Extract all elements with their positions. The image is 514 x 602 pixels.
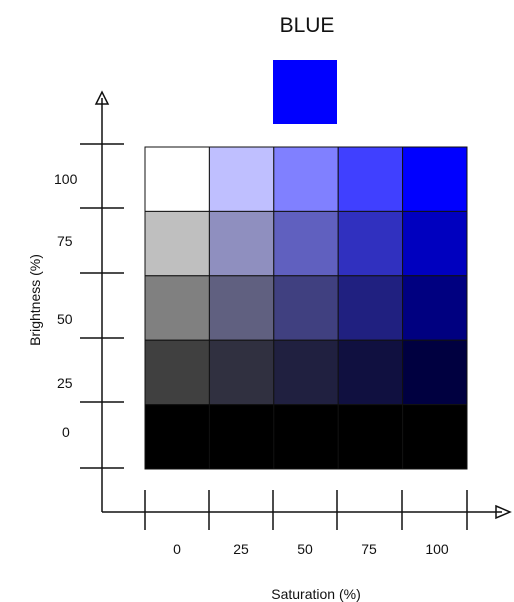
grid-cell <box>273 275 339 341</box>
grid-cell <box>144 210 210 277</box>
grid-cell <box>337 404 404 470</box>
grid-cell <box>402 210 468 277</box>
grid-cell <box>208 275 275 341</box>
grid-cell <box>402 404 468 470</box>
x-tick-label: 75 <box>361 541 377 557</box>
color-grid <box>144 146 468 470</box>
grid-cell <box>144 146 210 212</box>
grid-cell <box>208 339 275 406</box>
grid-cell <box>273 339 339 406</box>
grid-cell <box>273 210 339 277</box>
grid-cell <box>402 339 468 406</box>
grid-cell <box>402 146 468 212</box>
y-tick-label: 0 <box>62 424 70 440</box>
x-tick-label: 0 <box>173 541 181 557</box>
y-axis-label: Brightness (%) <box>27 254 43 346</box>
x-tick-label: 100 <box>425 541 449 557</box>
color-swatch <box>273 60 337 124</box>
grid-cell <box>402 275 468 341</box>
grid-cell <box>273 146 339 212</box>
grid-cell <box>144 404 210 470</box>
y-tick-label: 25 <box>57 375 73 391</box>
y-axis-arrow <box>94 90 110 105</box>
diagram-title: BLUE <box>280 14 335 37</box>
y-tick-label: 100 <box>54 171 78 187</box>
y-axis: 100 75 50 25 0 Brightness (%) <box>27 90 124 512</box>
x-axis-label: Saturation (%) <box>271 586 360 602</box>
grid-cell <box>337 275 404 341</box>
grid-cell <box>337 210 404 277</box>
grid-cell <box>337 146 404 212</box>
grid-cell <box>144 275 210 341</box>
x-axis: 0 25 50 75 100 Saturation (%) <box>102 490 512 602</box>
grid-cell <box>208 404 275 470</box>
grid-cell <box>273 404 339 470</box>
y-tick-label: 50 <box>57 311 73 327</box>
x-tick-label: 25 <box>233 541 249 557</box>
grid-cell <box>337 339 404 406</box>
y-tick-label: 75 <box>57 233 73 249</box>
grid-cell <box>144 339 210 406</box>
x-tick-label: 50 <box>297 541 313 557</box>
grid-cell <box>208 146 275 212</box>
grid-cell <box>208 210 275 277</box>
x-axis-arrow <box>495 504 512 520</box>
